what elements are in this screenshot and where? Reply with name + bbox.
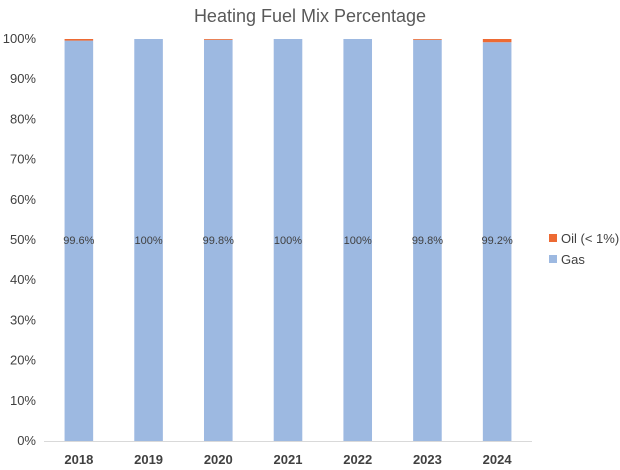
bar-gas-2024 <box>482 42 512 441</box>
y-axis: 0% 10% 20% 30% 40% 50% 60% 70% 80% 90% 100% <box>3 31 37 448</box>
x-tick-label-2021: 2021 <box>274 452 303 467</box>
data-label-2023: 99.8% <box>412 235 443 247</box>
bar-oil-2023 <box>413 39 442 40</box>
chart-title: Heating Fuel Mix Percentage <box>194 6 426 26</box>
data-label-2021: 100% <box>274 235 302 247</box>
x-tick-label-2018: 2018 <box>64 452 93 467</box>
legend-swatch-oil <box>549 234 557 242</box>
bar-gas-2018 <box>64 40 94 441</box>
legend-label-gas: Gas <box>561 252 585 267</box>
y-tick-label: 80% <box>10 111 36 126</box>
y-tick-label: 50% <box>10 232 36 247</box>
bar-oil-2018 <box>64 39 94 41</box>
bar-gas-2020 <box>203 39 233 441</box>
y-tick-label: 100% <box>3 31 37 46</box>
y-tick-label: 70% <box>10 152 36 167</box>
data-label-2024: 99.2% <box>482 235 513 247</box>
bar-oil-2024 <box>482 39 512 43</box>
data-label-2018: 99.6% <box>63 235 94 247</box>
y-tick-label: 60% <box>10 192 36 207</box>
y-tick-label: 90% <box>10 71 36 86</box>
bars: 99.6% 100% 99.8% 100% 100% 99.8% 99.2% <box>63 39 513 441</box>
x-tick-label-2020: 2020 <box>204 452 233 467</box>
x-tick-label-2022: 2022 <box>343 452 372 467</box>
data-label-2019: 100% <box>135 235 163 247</box>
bar-gas-2019 <box>134 39 163 441</box>
y-tick-label: 30% <box>10 312 36 327</box>
legend-swatch-gas <box>549 255 557 263</box>
bar-gas-2023 <box>413 39 442 441</box>
y-tick-label: 20% <box>10 353 36 368</box>
bar-gas-2022 <box>343 39 373 441</box>
y-tick-label: 40% <box>10 272 36 287</box>
x-tick-label-2024: 2024 <box>483 452 513 467</box>
x-tick-label-2019: 2019 <box>134 452 163 467</box>
bar-oil-2020 <box>203 39 233 40</box>
legend: Oil (< 1%) Gas <box>549 231 619 267</box>
x-tick-label-2023: 2023 <box>413 452 442 467</box>
data-label-2020: 99.8% <box>203 235 234 247</box>
data-label-2022: 100% <box>344 235 372 247</box>
x-axis: 2018 2019 2020 2021 2022 2023 2024 <box>44 441 532 467</box>
legend-label-oil: Oil (< 1%) <box>561 231 619 246</box>
y-tick-label: 0% <box>17 433 36 448</box>
y-tick-label: 10% <box>10 393 36 408</box>
bar-gas-2021 <box>273 39 303 441</box>
